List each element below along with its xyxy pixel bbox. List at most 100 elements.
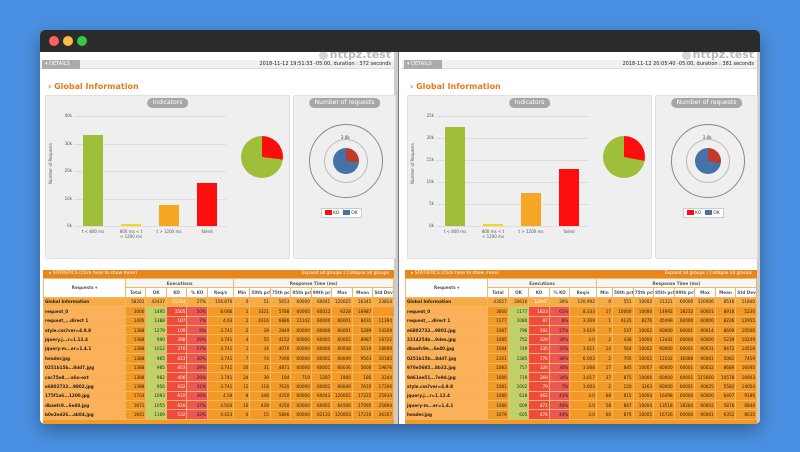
column-header[interactable]: Total <box>124 287 147 298</box>
column-header[interactable]: KO <box>528 287 550 298</box>
table-cell: 120.992 <box>569 296 597 308</box>
table-row[interactable]: header.jpg 1079 605 474 44% 3.0 66 875 10005 1672… <box>405 409 757 420</box>
column-header[interactable]: Req/s <box>569 287 597 298</box>
column-header[interactable]: 95th pct <box>290 287 312 298</box>
bar-3[interactable] <box>197 182 217 226</box>
table-cell: 61% <box>548 306 571 317</box>
column-header[interactable]: Mean <box>714 287 737 298</box>
table-cell: 4.504 <box>206 400 235 411</box>
statistics-title: STATISTICS (Click here to show more) <box>414 271 500 276</box>
table-row[interactable]: 9d61ee51...7e9d.jpg 1080 719 369 34% 3.017 37 8… <box>405 371 757 383</box>
minimize-window-button[interactable] <box>63 36 73 46</box>
table-row[interactable]: request_0 3000 1495 1505 50% 8.086 1 3321 5788 60… <box>43 306 394 317</box>
column-header[interactable]: Mean <box>351 287 374 298</box>
table-row[interactable]: e6802732...9802.jpg 1087 796 291 27% 3.019 7 53… <box>405 324 757 336</box>
table-cell: 3321 <box>249 306 271 317</box>
table-cell: 118 <box>249 381 271 392</box>
table-row[interactable]: jquery.j...r=1.12.4 1388 990 398 29% 3.741 4 55… <box>43 334 394 345</box>
column-header[interactable]: 95th pct <box>653 287 675 298</box>
column-header[interactable]: Min <box>233 287 251 298</box>
column-header[interactable]: 75th pct <box>632 287 655 298</box>
bar-1[interactable] <box>121 224 141 226</box>
bar-2[interactable] <box>159 204 179 226</box>
table-cell: 1900 <box>331 371 353 383</box>
table-cell: 2 <box>233 324 251 336</box>
table-cell: 8.333 <box>569 306 597 317</box>
table-row[interactable]: Global Information 58201 42437 15764 27% 156.… <box>43 296 394 308</box>
table-cell: 60049 <box>331 381 353 392</box>
table-cell: 815 <box>612 390 634 402</box>
table-row[interactable]: jquery.j...r=1.12.4 1080 618 462 43% 3.0 68 815… <box>405 390 757 402</box>
bar-2[interactable] <box>521 193 541 226</box>
table-row[interactable]: e6802732...9802.jpg 1388 956 432 31% 3.741 12 1… <box>43 381 394 392</box>
table-row[interactable]: request_...direct 1 1177 1080 97 8% 3.269 1 613… <box>405 315 757 326</box>
table-cell: 17 <box>595 362 614 373</box>
statistics-header[interactable]: ▸ STATISTICS (Click here to show more) E… <box>43 270 394 278</box>
column-header[interactable]: Std Dev <box>735 287 757 298</box>
column-header[interactable]: % KO <box>548 287 571 298</box>
table-cell: 5082 <box>714 353 737 364</box>
column-header[interactable]: OK <box>145 287 167 298</box>
table-cell: 0 <box>233 409 251 420</box>
column-header[interactable]: Total <box>487 287 509 298</box>
table-row[interactable]: 0251b15b...8dd7.jpg 1388 985 403 29% 3.741 20 3… <box>43 362 394 373</box>
table-row[interactable]: 0251b15b...8dd7.jpg 2161 1385 776 36% 6.003 2 7… <box>405 353 757 364</box>
table-row[interactable]: style.css?ver=4.9.8 1388 1279 109 8% 3.741 2 39… <box>43 324 394 336</box>
table-cell: e6802732...9802.jpg <box>43 381 126 392</box>
table-row[interactable]: jquery-m...er=1.4.1 1388 1012 376 27% 3.741 1 3… <box>43 343 394 355</box>
maximize-window-button[interactable] <box>77 36 87 46</box>
column-header[interactable]: Max <box>331 287 353 298</box>
table-row[interactable]: b0e2ed26...ab84.jpg 1641 1109 532 32% 4.423 0 1… <box>43 409 394 420</box>
table-cell: 705 <box>612 353 634 364</box>
bar-0[interactable] <box>445 127 465 226</box>
col-requests[interactable]: Requests ▾ <box>43 278 126 298</box>
column-header[interactable]: Std Dev <box>372 287 394 298</box>
column-header[interactable]: 99th pct <box>673 287 696 298</box>
table-row[interactable]: style.css?ver=4.9.8 1081 1002 79 7% 3.003 2 120… <box>405 381 757 392</box>
expand-collapse-groups[interactable]: Expand all groups | Collapse all groups <box>664 271 752 276</box>
column-header[interactable]: KO <box>165 287 188 298</box>
column-header[interactable]: 50th pct <box>249 287 271 298</box>
table-row[interactable]: cac75e8...-alio-ext 1388 982 406 29% 3.741 24 3… <box>43 371 394 383</box>
expand-collapse-groups[interactable]: Expand all groups | Collapse all groups <box>301 271 389 276</box>
table-row[interactable]: dbaefc9e...6e40.jpg 1084 749 335 31% 3.011 14 5… <box>405 343 757 355</box>
table-cell: 51 <box>249 296 271 308</box>
bar-0[interactable] <box>83 135 103 226</box>
column-header[interactable]: OK <box>507 287 530 298</box>
table-row[interactable]: 175f1a6...1200.jpg 1703 1093 610 36% 4.59 8 348… <box>43 390 394 402</box>
column-header[interactable]: 75th pct <box>269 287 292 298</box>
table-row[interactable]: 970e5685...8b32.jpg 1083 757 326 30% 3.008 17 8… <box>405 362 757 373</box>
statistics-panel: ▸ STATISTICS (Click here to show more) E… <box>405 270 757 424</box>
column-header[interactable]: Max <box>694 287 716 298</box>
statistics-header[interactable]: ▸ STATISTICS (Click here to show more) E… <box>405 270 757 278</box>
column-header[interactable]: Req/s <box>206 287 235 298</box>
vertical-scrollbar[interactable] <box>394 52 398 424</box>
bar-3[interactable] <box>559 169 579 226</box>
group-response-time-label: Response Time (ms) <box>652 280 701 286</box>
col-requests-label: Requests <box>71 285 94 291</box>
table-row[interactable]: 2314254b...9dea.jpg 1085 752 329 30% 3.0 2 438 1… <box>405 334 757 345</box>
column-header[interactable]: 50th pct <box>612 287 634 298</box>
grid-line <box>436 204 588 205</box>
close-window-button[interactable] <box>49 36 59 46</box>
column-header[interactable]: % KO <box>186 287 208 298</box>
table-cell: 18722 <box>372 334 394 345</box>
table-cell: 14 <box>595 343 614 355</box>
bar-1[interactable] <box>483 224 503 226</box>
table-row[interactable]: dbaefc9...6e40.jpg 1671 1055 616 37% 4.504 10 4… <box>43 400 394 411</box>
legend-ok: OK <box>705 210 720 216</box>
table-row[interactable]: request_0 3000 1177 1823 61% 8.333 17 10000 1000… <box>405 306 757 317</box>
table-row[interactable]: request_...direct 1 1495 1388 107 7% 4.03 2 431… <box>43 315 394 326</box>
vertical-scrollbar[interactable] <box>757 52 760 424</box>
table-row[interactable]: header.jpg 1388 965 423 30% 3.741 7 74 7090 60000… <box>43 353 394 364</box>
column-header[interactable]: 99th pct <box>310 287 333 298</box>
table-row[interactable]: Global Information 43557 30610 12947 30% 120.… <box>405 296 757 308</box>
table-cell: jquery-m...er=1.4.1 <box>43 343 126 355</box>
table-cell: cac75e8...-alio-ext <box>43 371 126 383</box>
column-header[interactable]: Min <box>595 287 614 298</box>
details-tab[interactable]: ▾ DETAILS <box>404 60 442 69</box>
table-row[interactable]: jquery-m...er=1.4.1 1080 609 471 44% 3.0 58 847… <box>405 400 757 411</box>
requests-pie <box>695 148 721 174</box>
col-requests[interactable]: Requests ▾ <box>405 278 489 298</box>
details-tab[interactable]: ▾ DETAILS <box>42 60 80 69</box>
